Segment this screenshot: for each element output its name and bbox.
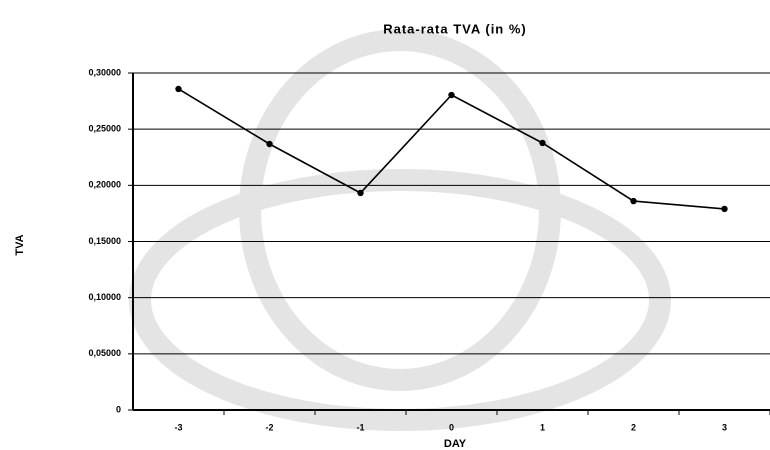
x-tick-label: 1: [540, 422, 545, 432]
x-tick-label: 0: [449, 422, 454, 432]
x-tick-label: -3: [174, 422, 182, 432]
y-tick-label: 0,20000: [88, 180, 121, 190]
y-tick-label: 0: [116, 404, 121, 414]
data-point: [357, 189, 364, 197]
watermark: [129, 29, 671, 431]
y-tick-label: 0,25000: [88, 124, 121, 134]
x-tick-label: -1: [356, 422, 364, 432]
data-point: [539, 139, 546, 147]
x-tick-label: 3: [722, 422, 727, 432]
x-axis-label: DAY: [444, 438, 467, 450]
y-axis-label: TVA: [14, 234, 26, 255]
data-point: [266, 140, 273, 148]
y-tick-label: 0,05000: [88, 348, 121, 358]
data-point: [721, 205, 728, 213]
data-point: [448, 91, 455, 99]
data-point: [630, 197, 637, 205]
data-point: [175, 85, 182, 93]
x-tick-label: 2: [631, 422, 636, 432]
y-tick-label: 0,10000: [88, 292, 121, 302]
y-tick-label: 0,30000: [88, 67, 121, 77]
chart-title: Rata-rata TVA (in %): [383, 21, 527, 36]
y-tick-label: 0,15000: [88, 236, 121, 246]
x-tick-label: -2: [265, 422, 273, 432]
